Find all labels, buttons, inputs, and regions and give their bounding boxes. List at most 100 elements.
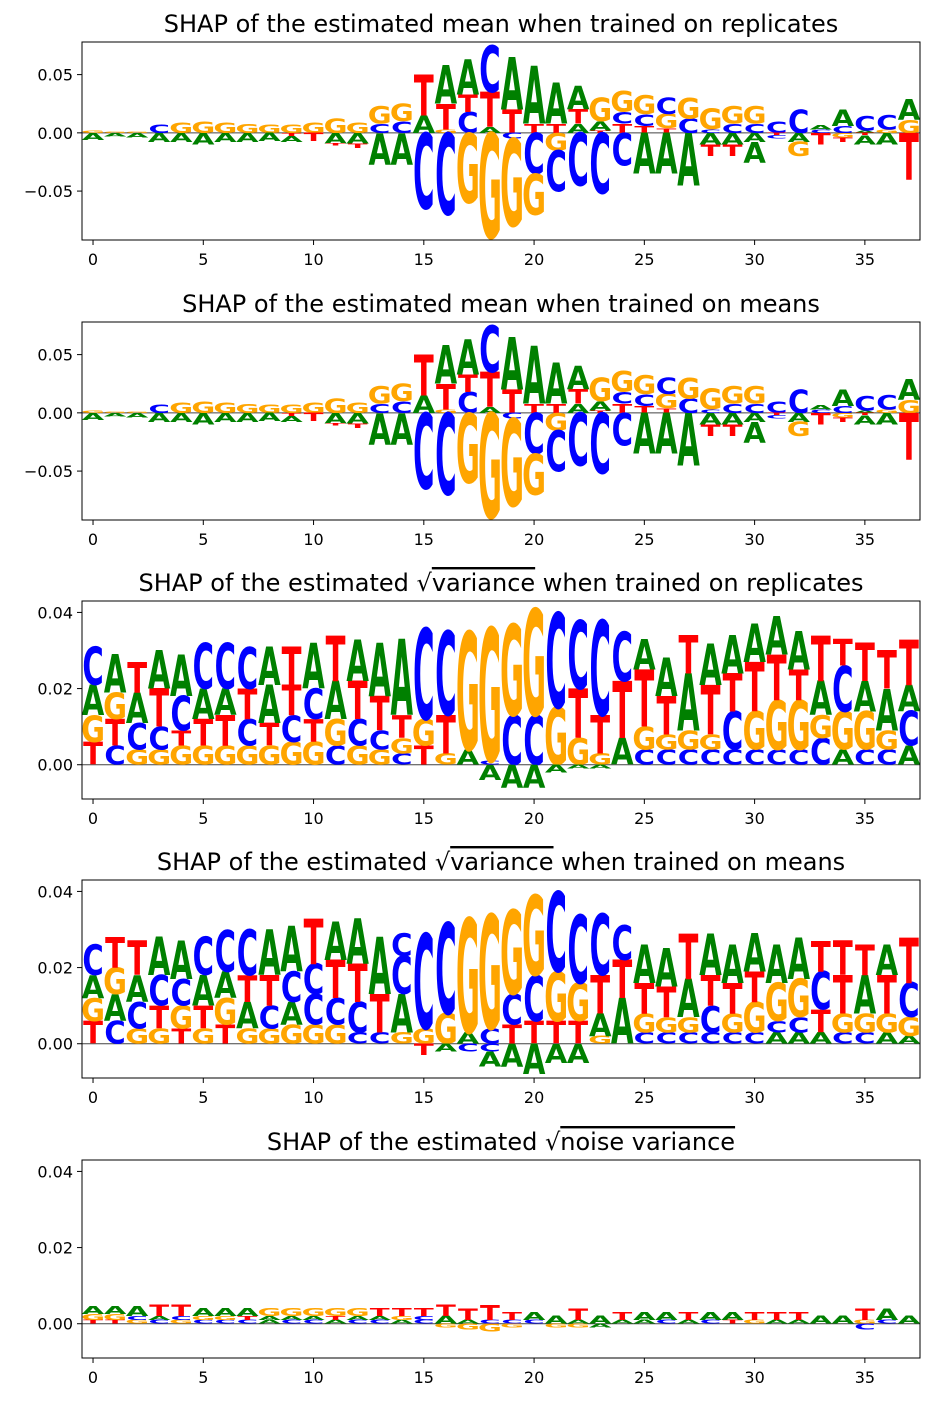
panel-title: SHAP of the estimated mean when trained … — [182, 290, 820, 318]
logo-letter-c-neg: C — [435, 112, 456, 242]
y-tick-label: 0.00 — [37, 404, 73, 423]
logo-letter-a-pos: A — [787, 621, 810, 682]
logo-letter-t-neg: T — [899, 120, 919, 195]
logo-letter-c-pos: C — [104, 740, 125, 771]
logo-letter-a-neg: A — [743, 136, 766, 170]
panel-title: SHAP of the estimated √variance when tra… — [157, 848, 845, 876]
logo-letter-t-pos: T — [105, 930, 125, 978]
logo-letter-t-pos: T — [502, 385, 522, 422]
logo-letter-t-pos: T — [370, 1307, 390, 1319]
logo-letter-g-neg: G — [522, 444, 546, 508]
logo-letter-a-neg: A — [479, 761, 502, 785]
logo-letter-g-pos: G — [280, 1019, 304, 1050]
logo-letter-a-neg: A — [721, 410, 745, 429]
logo-letter-a-pos: A — [677, 658, 700, 749]
logo-letter-g-neg: G — [500, 1323, 524, 1329]
logo-letter-t-pos: T — [502, 1311, 522, 1323]
x-tick-label: 25 — [634, 1368, 654, 1387]
logo-letter-t-pos: T — [436, 377, 456, 418]
logo-letter-c-pos: C — [479, 33, 500, 108]
logo-letter-g-neg: G — [456, 393, 480, 505]
x-tick-label: 35 — [855, 250, 875, 269]
logo-letter-t-neg: T — [833, 136, 854, 144]
x-tick-label: 30 — [744, 809, 764, 828]
logo-letter-t-pos: T — [612, 950, 632, 1011]
logo-letter-g-pos: G — [103, 685, 127, 728]
logo-letter-a-pos: A — [192, 682, 215, 730]
logo-letter-c-pos: C — [171, 688, 192, 742]
logo-letter-t-pos: T — [789, 663, 809, 711]
logo-letter-c-pos: C — [149, 403, 170, 416]
y-tick-label: 0.00 — [37, 1315, 73, 1334]
logo-letter-g-pos: G — [677, 725, 701, 756]
logo-letter-t-pos: T — [414, 65, 434, 129]
logo-letter-t-pos: T — [260, 718, 280, 754]
x-tick-label: 20 — [524, 1368, 544, 1387]
x-tick-label: 25 — [634, 809, 654, 828]
logo-letter-c-neg: C — [612, 124, 633, 176]
logo-letter-g-pos: G — [81, 708, 105, 751]
logo-letter-g-pos: G — [213, 1315, 237, 1321]
logo-letter-c-pos: C — [457, 106, 478, 140]
y-tick-label: 0.00 — [37, 1035, 73, 1054]
logo-letter-c-pos: C — [479, 1319, 500, 1325]
logo-letter-c-pos: C — [391, 750, 412, 769]
logo-letter-a-pos: A — [413, 391, 436, 419]
logo-letter-c-pos: C — [876, 746, 897, 770]
logo-letter-g-pos: G — [787, 969, 811, 1030]
x-tick-label: 15 — [414, 1088, 434, 1107]
logo-letter-g-pos: G — [169, 400, 193, 416]
logo-letter-t-pos: T — [877, 965, 897, 1026]
logo-letter-a-neg: A — [523, 760, 546, 796]
logo-letter-g-pos: G — [280, 1307, 304, 1319]
logo-letter-g-pos: G — [368, 102, 392, 130]
logo-letter-g-pos: G — [897, 117, 921, 137]
logo-letter-a-neg: A — [655, 403, 678, 467]
logo-letter-a-pos: A — [876, 1029, 899, 1048]
y-tick-label: 0.02 — [37, 1239, 73, 1258]
logo-letter-a-pos: A — [567, 121, 590, 136]
logo-letter-g-pos: G — [566, 973, 590, 1034]
logo-letter-a-neg: A — [258, 411, 281, 424]
logo-letter-t-neg: T — [282, 132, 303, 138]
logo-letter-c-pos: C — [126, 994, 147, 1037]
logo-letter-t-neg: T — [899, 400, 919, 475]
logo-letter-a-pos: A — [854, 965, 877, 1026]
logo-letter-g-pos: G — [743, 701, 767, 762]
logo-letter-c-neg: C — [413, 112, 434, 233]
logo-letter-g-pos: G — [235, 121, 259, 136]
logo-letter-t-pos: T — [193, 1001, 213, 1037]
logo-letter-t-neg: T — [326, 423, 346, 427]
logo-letter-c-pos: C — [656, 1029, 677, 1048]
logo-letter-t-pos: T — [326, 1315, 347, 1321]
logo-letter-g-pos: G — [456, 888, 480, 1070]
logo-letter-t-pos: T — [458, 90, 479, 118]
logo-letter-a-neg: A — [545, 1038, 568, 1069]
logo-letter-t-pos: T — [568, 106, 588, 129]
logo-letter-g-pos: G — [544, 692, 568, 783]
logo-letter-g-neg: G — [500, 395, 524, 535]
logo-letter-a-neg: A — [324, 131, 347, 147]
logo-letter-a-pos: A — [126, 1305, 149, 1320]
logo-letter-g-pos: G — [280, 403, 304, 416]
logo-letter-g-pos: G — [302, 400, 326, 416]
logo-letter-g-pos: G — [390, 380, 414, 408]
x-tick-label: 35 — [855, 1088, 875, 1107]
logo-letter-t-pos: T — [767, 642, 787, 715]
logo-letter-a-pos: A — [589, 399, 612, 414]
logo-letter-t-pos: T — [679, 625, 699, 686]
logo-letter-t-neg: T — [304, 411, 324, 424]
logo-letter-g-pos: G — [743, 1319, 767, 1325]
axes-frame — [81, 600, 921, 800]
logo-letter-a-pos: A — [655, 1311, 678, 1323]
x-tick-label: 35 — [855, 1368, 875, 1387]
logo-letter-g-pos: G — [258, 740, 282, 771]
logo-letter-g-neg: G — [434, 1323, 458, 1329]
logo-letter-g-pos: G — [522, 874, 546, 1001]
logo-letter-a-pos: A — [104, 987, 127, 1030]
logo-letter-c-neg: C — [545, 421, 566, 485]
logo-letter-a-neg: A — [170, 411, 193, 426]
x-tick-label: 10 — [303, 250, 323, 269]
logo-letter-t-pos: T — [83, 737, 103, 773]
logo-letter-g-pos: G — [721, 102, 745, 130]
